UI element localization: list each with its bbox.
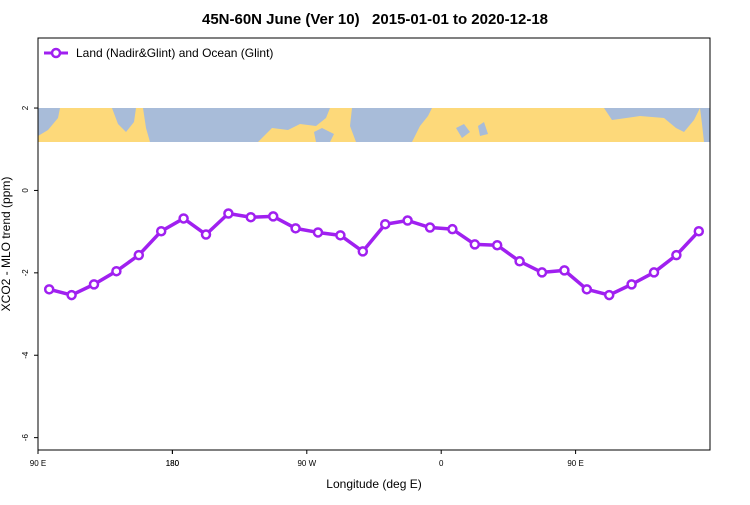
data-point [514,256,525,267]
data-point [178,213,189,224]
x-tick-label: 90 W [297,459,316,468]
x-tick-label: 0 [439,459,444,468]
x-tick-label: 180 [166,459,180,468]
x-axis-label: Longitude (deg E) [326,477,421,491]
map-water [700,108,710,142]
data-point [581,284,593,295]
data-point [245,211,257,223]
y-tick-label: 0 [21,188,30,193]
map-water [112,108,136,132]
data-point [223,208,234,219]
data-point [290,223,301,234]
data-point [603,289,615,301]
data-point [88,279,100,290]
data-point [693,225,705,237]
data-point [671,249,682,261]
legend-marker [50,47,62,59]
x-tick-label: 90 E [567,459,583,468]
data-point [66,289,77,301]
data-point [447,223,458,235]
y-tick-label: -4 [21,351,30,359]
x-tick-label: 90 E [30,459,46,468]
map-water [604,108,700,132]
data-point [469,239,481,250]
chart-title: 45N-60N June (Ver 10) 2015-01-01 to 2020… [202,11,548,28]
y-axis-label: XCO2 - MLO trend (ppm) [0,177,13,312]
data-point [536,267,548,278]
data-point [267,211,279,222]
data-point [491,239,503,251]
map-water [38,108,60,136]
data-point [43,284,55,295]
legend: Land (Nadir&Glint) and Ocean (Glint) [44,46,273,60]
y-tick-label: 2 [21,105,30,110]
y-tick-label: -6 [21,434,30,442]
data-point [379,218,391,230]
data-point [312,227,324,238]
data-point [648,267,660,278]
data-point [357,246,369,257]
plot-frame [37,37,711,451]
map-water [314,128,334,142]
data-point [133,249,145,261]
data-point [111,265,122,277]
data-point [559,265,570,276]
map-water [456,124,470,138]
y-tick-label: -2 [21,269,30,277]
data-point [424,222,436,233]
map-band [38,108,710,142]
data-point [335,230,346,241]
legend-label: Land (Nadir&Glint) and Ocean (Glint) [76,46,273,60]
data-point [402,215,413,226]
map-water [478,122,488,136]
data-point [155,225,167,237]
x-tick-label: 180 [166,459,180,468]
map-water [350,108,432,142]
data-point [626,279,637,290]
map-water [143,108,330,142]
data-point [200,229,212,240]
